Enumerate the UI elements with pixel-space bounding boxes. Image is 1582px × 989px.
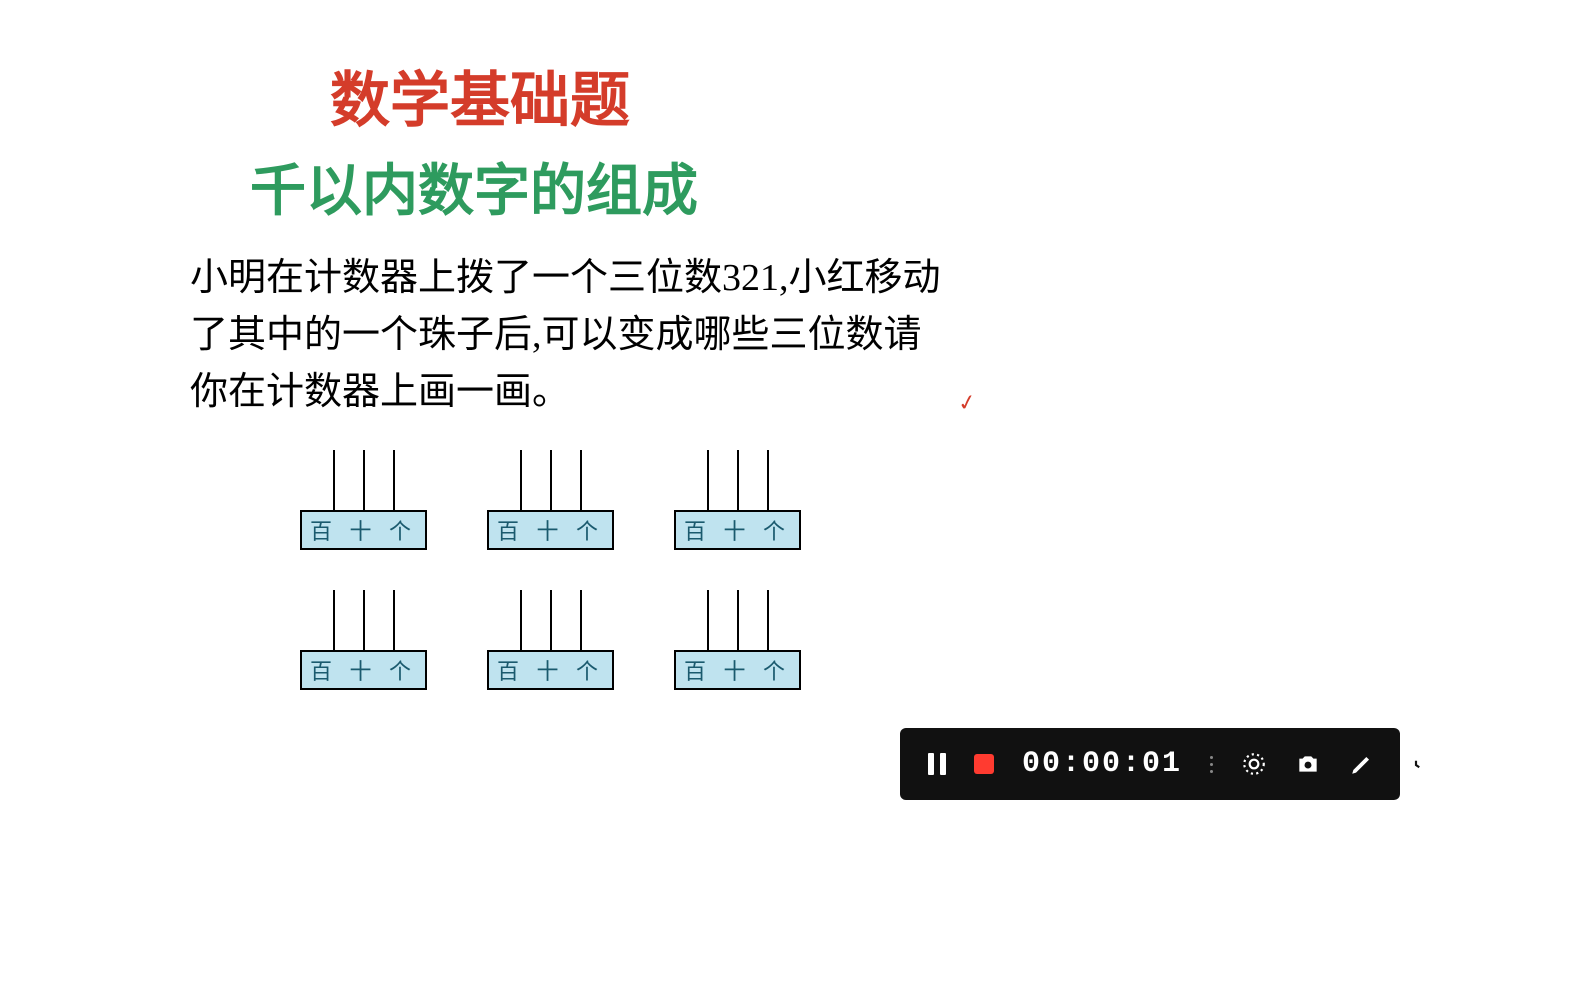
abacus-rod bbox=[550, 590, 552, 650]
abacus-rod bbox=[550, 450, 552, 510]
spotlight-icon[interactable] bbox=[1241, 747, 1267, 781]
recording-timer: 00:00:01 bbox=[1022, 747, 1182, 781]
abacus-rod bbox=[580, 590, 582, 650]
abacus: 百 十 个 bbox=[300, 450, 427, 550]
pen-cursor-icon: ✓ bbox=[956, 389, 979, 418]
abacus-rod bbox=[333, 590, 335, 650]
abacus: 百 十 个 bbox=[300, 590, 427, 690]
abacus: 百 十 个 bbox=[674, 450, 801, 550]
abacus-base-label: 百 十 个 bbox=[300, 650, 427, 690]
abacus-rod bbox=[363, 590, 365, 650]
abacus-base-label: 百 十 个 bbox=[487, 510, 614, 550]
abacus-rod bbox=[393, 450, 395, 510]
abacus-rod bbox=[520, 450, 522, 510]
abacus-rod bbox=[767, 590, 769, 650]
abacus: 百 十 个 bbox=[487, 590, 614, 690]
abacus-rod bbox=[737, 590, 739, 650]
abacus-row: 百 十 个百 十 个百 十 个 bbox=[300, 590, 801, 690]
abacus-rod bbox=[363, 450, 365, 510]
abacus-rod bbox=[767, 450, 769, 510]
sub-title: 千以内数字的组成 bbox=[250, 146, 698, 227]
abacus-rod bbox=[393, 590, 395, 650]
camera-icon[interactable] bbox=[1295, 747, 1321, 781]
main-title: 数学基础题 bbox=[330, 52, 630, 139]
abacus-row: 百 十 个百 十 个百 十 个 bbox=[300, 450, 801, 550]
abacus-base-label: 百 十 个 bbox=[487, 650, 614, 690]
whiteboard-canvas: 数学基础题 千以内数字的组成 小明在计数器上拨了一个三位数321,小红移动了其中… bbox=[0, 0, 1582, 989]
abacus-rod bbox=[520, 590, 522, 650]
abacus-rod bbox=[333, 450, 335, 510]
abacus: 百 十 个 bbox=[674, 590, 801, 690]
stop-button[interactable] bbox=[974, 747, 994, 781]
abacus: 百 十 个 bbox=[487, 450, 614, 550]
pen-icon[interactable] bbox=[1349, 747, 1375, 781]
abacus-base-label: 百 十 个 bbox=[674, 510, 801, 550]
screen-recorder-toolbar: 00:00:01 bbox=[900, 728, 1400, 800]
problem-text: 小明在计数器上拨了一个三位数321,小红移动了其中的一个珠子后,可以变成哪些三位… bbox=[190, 250, 950, 421]
pause-button[interactable] bbox=[928, 747, 946, 781]
abacus-rod bbox=[707, 450, 709, 510]
abacus-base-label: 百 十 个 bbox=[674, 650, 801, 690]
abacus-rod bbox=[737, 450, 739, 510]
alarm-icon[interactable] bbox=[1403, 747, 1429, 781]
divider-icon bbox=[1210, 756, 1213, 773]
abacus-rod bbox=[580, 450, 582, 510]
abacus-base-label: 百 十 个 bbox=[300, 510, 427, 550]
abacus-rod bbox=[707, 590, 709, 650]
